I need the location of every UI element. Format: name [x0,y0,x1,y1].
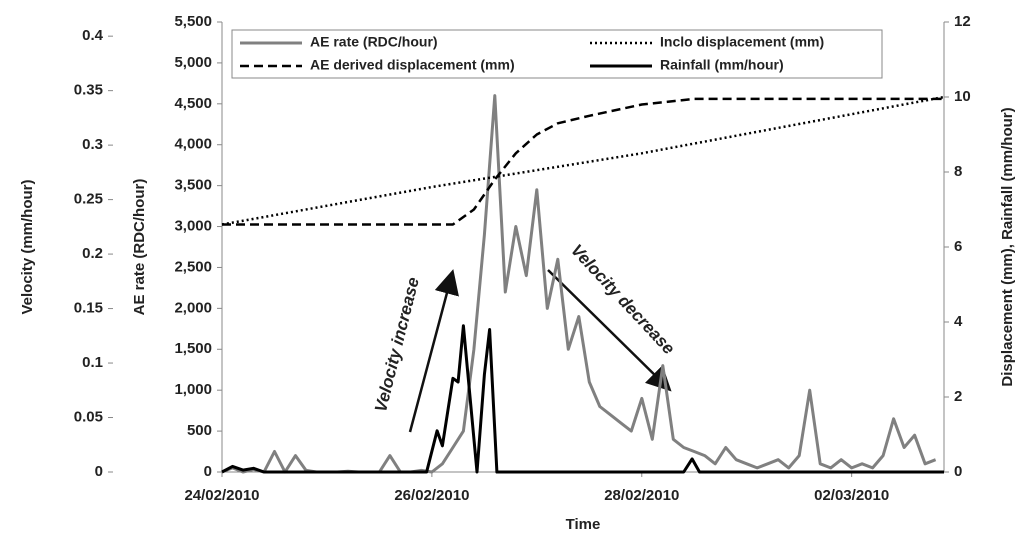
velocity-tick-label: 0.1 [82,354,103,371]
legend-label: Rainfall (mm/hour) [660,57,784,73]
y-axis-title: AE rate (RDC/hour) [131,179,148,316]
velocity-tick-label: 0.05 [74,408,103,425]
legend-box [231,29,883,79]
series-line [221,94,937,474]
y-tick-label: 2,500 [174,258,212,275]
x-tick-label: 02/03/2010 [814,487,889,504]
velocity-tick-label: 0.2 [82,245,103,262]
y-tick-label: 1,000 [174,381,212,398]
velocity-axis-title: Velocity (mm/hour) [19,179,36,314]
y-tick-label: 3,500 [174,177,212,194]
y-tick-label: 5,500 [174,13,212,30]
y-tick-label: 5,000 [174,54,212,71]
velocity-tick-label: 0 [95,463,103,480]
annotation: Velocity increase [371,275,423,414]
y2-tick-label: 2 [954,388,962,405]
legend-label: AE derived displacement (mm) [310,57,515,73]
y-tick-label: 500 [187,422,212,439]
y-tick-label: 3,000 [174,218,212,235]
y-tick-label: 1,500 [174,340,212,357]
velocity-tick-label: 0.25 [74,191,103,208]
legend-label: Inclo displacement (mm) [660,34,824,50]
y2-tick-label: 8 [954,163,962,180]
x-tick-label: 26/02/2010 [394,487,469,504]
y2-tick-label: 0 [954,463,962,480]
y2-tick-label: 12 [954,13,971,30]
y2-tick-label: 6 [954,238,962,255]
velocity-tick-label: 0.35 [74,82,103,99]
velocity-tick-label: 0.3 [82,136,103,153]
y-tick-label: 4,000 [174,136,212,153]
y2-axis-title: Displacement (mm), Rainfall (mm/hour) [999,107,1016,386]
legend-label: AE rate (RDC/hour) [310,34,438,50]
x-tick-label: 24/02/2010 [184,487,259,504]
x-axis-title: Time [566,516,601,533]
y-tick-label: 4,500 [174,95,212,112]
velocity-tick-label: 0.4 [82,27,104,44]
y-tick-label: 2,000 [174,299,212,316]
series-line [222,97,944,226]
arrow [547,269,672,392]
x-tick-label: 28/02/2010 [604,487,679,504]
series-line [221,324,944,474]
arrow [408,269,459,433]
series-line [221,95,945,226]
velocity-tick-label: 0.15 [74,300,103,317]
y2-tick-label: 4 [954,313,963,330]
y2-tick-label: 10 [954,88,971,105]
y-tick-label: 0 [204,463,212,480]
